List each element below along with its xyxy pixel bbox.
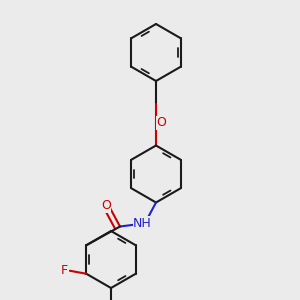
Text: F: F <box>61 264 68 277</box>
Text: O: O <box>101 199 111 212</box>
Text: O: O <box>157 116 166 130</box>
Text: NH: NH <box>133 217 152 230</box>
